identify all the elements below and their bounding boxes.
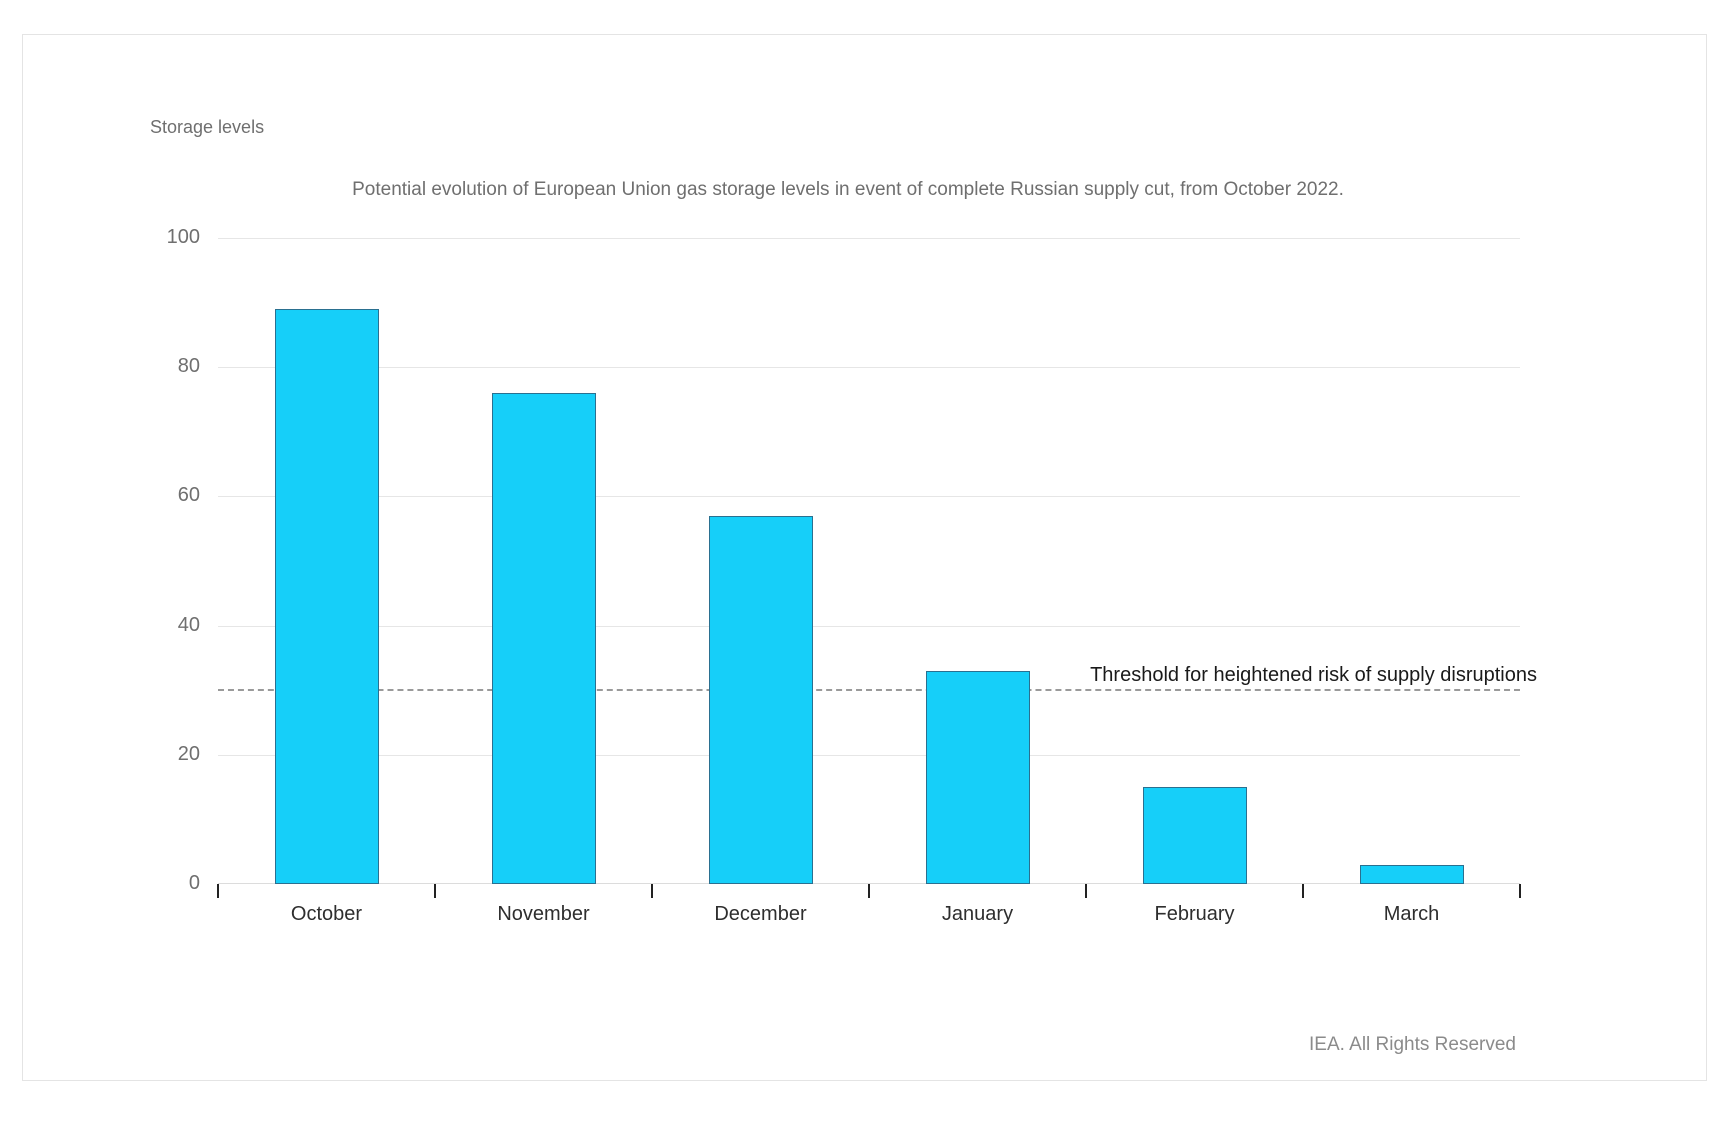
gridline xyxy=(218,625,1520,627)
y-tick-label: 40 xyxy=(177,613,200,636)
gridline xyxy=(218,496,1520,498)
x-tick-label: October xyxy=(290,903,363,925)
x-tick-label: March xyxy=(1383,903,1440,925)
bar xyxy=(1359,864,1464,884)
threshold-label: Threshold for heightened risk of supply … xyxy=(1090,664,1537,686)
chart-title: Potential evolution of European Union ga… xyxy=(352,179,1344,200)
axis-tick xyxy=(1302,884,1304,898)
axis-tick xyxy=(1085,884,1087,898)
y-tick-label: 20 xyxy=(177,742,200,765)
x-tick-label: February xyxy=(1154,903,1235,925)
bar xyxy=(925,670,1030,884)
x-tick-label: January xyxy=(941,903,1014,925)
x-axis-baseline xyxy=(218,883,1520,884)
x-tick-label: November xyxy=(497,903,590,925)
axis-tick xyxy=(1519,884,1521,898)
copyright-text: IEA. All Rights Reserved xyxy=(1309,1034,1516,1055)
y-tick-label: 80 xyxy=(177,355,200,378)
bar xyxy=(274,309,379,884)
y-axis-title: Storage levels xyxy=(150,117,265,137)
x-tick-label: December xyxy=(714,903,807,925)
gridline xyxy=(218,754,1520,756)
axis-tick xyxy=(434,884,436,898)
bar xyxy=(1142,787,1247,884)
plot-area: 0 20 40 60 80 100 October November December Janua… xyxy=(167,226,1521,925)
y-tick-label: 0 xyxy=(188,872,200,895)
y-tick-label: 60 xyxy=(177,484,200,507)
bar xyxy=(708,515,813,884)
threshold-line xyxy=(218,689,1520,692)
bar xyxy=(491,393,596,884)
gridline xyxy=(218,238,1520,239)
axis-tick xyxy=(217,884,219,898)
axis-tick xyxy=(868,884,870,898)
axis-tick xyxy=(651,884,653,898)
gridline xyxy=(218,367,1520,369)
y-tick-label: 100 xyxy=(166,226,200,249)
